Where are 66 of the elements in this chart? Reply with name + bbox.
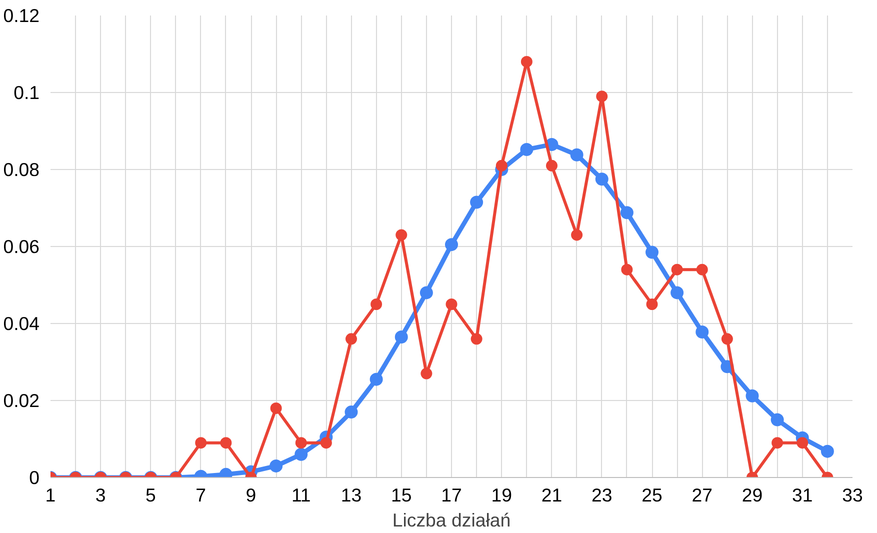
y-tick-label: 0.02 [3, 390, 40, 411]
x-tick-label: 11 [291, 484, 311, 506]
point [270, 459, 283, 472]
x-tick-label: 17 [441, 484, 462, 506]
point [621, 264, 633, 276]
point [370, 298, 382, 310]
point [394, 330, 408, 344]
x-tick-label: 5 [146, 484, 156, 506]
point [571, 229, 583, 241]
point [820, 444, 834, 458]
point [721, 333, 733, 345]
x-tick-label: 23 [592, 484, 612, 506]
x-tick-label: 15 [391, 484, 412, 506]
x-tick-label: 9 [246, 484, 256, 506]
point [320, 437, 332, 449]
point [370, 372, 383, 386]
point [670, 286, 684, 300]
x-axis-title: Liczba działań [392, 510, 511, 530]
point [346, 333, 357, 345]
y-tick-label: 0.04 [3, 313, 40, 334]
point [671, 264, 683, 276]
x-tick-label: 21 [541, 484, 562, 506]
x-tick-label: 31 [792, 484, 813, 506]
x-tick-label: 27 [692, 484, 713, 506]
point [596, 90, 608, 102]
x-tick-label: 3 [95, 484, 106, 506]
x-tick-label: 33 [842, 484, 863, 506]
point [646, 298, 658, 310]
x-tick-label: 7 [196, 484, 206, 506]
x-tick-label: 1 [45, 484, 56, 506]
point [520, 56, 532, 68]
y-tick-label: 0.06 [3, 236, 40, 257]
x-tick-label: 19 [491, 484, 512, 506]
point [570, 148, 584, 162]
point [620, 206, 634, 220]
y-tick-label: 0.12 [3, 5, 40, 26]
point [295, 437, 307, 449]
y-tick-label: 0.08 [3, 159, 40, 180]
y-tick-label: 0.1 [14, 82, 40, 103]
point [420, 286, 433, 300]
x-tick-label: 25 [642, 484, 662, 506]
point [696, 264, 708, 276]
point [696, 325, 709, 338]
point [746, 389, 759, 402]
x-tick-label: 29 [742, 484, 763, 506]
point [595, 172, 608, 186]
point [546, 160, 558, 172]
point [344, 406, 358, 419]
point [446, 298, 458, 310]
point [796, 437, 808, 449]
point [396, 229, 408, 241]
point [496, 160, 508, 172]
point [470, 196, 484, 209]
point [420, 368, 432, 380]
point [770, 413, 784, 426]
x-tick-label: 13 [340, 484, 362, 506]
point [520, 142, 534, 156]
point [772, 437, 784, 449]
point [294, 448, 308, 461]
y-tick-label: 0 [29, 467, 40, 488]
point [195, 437, 207, 449]
point [220, 437, 232, 449]
point [646, 246, 658, 259]
point [445, 238, 458, 252]
point [270, 402, 282, 414]
point [470, 333, 482, 345]
